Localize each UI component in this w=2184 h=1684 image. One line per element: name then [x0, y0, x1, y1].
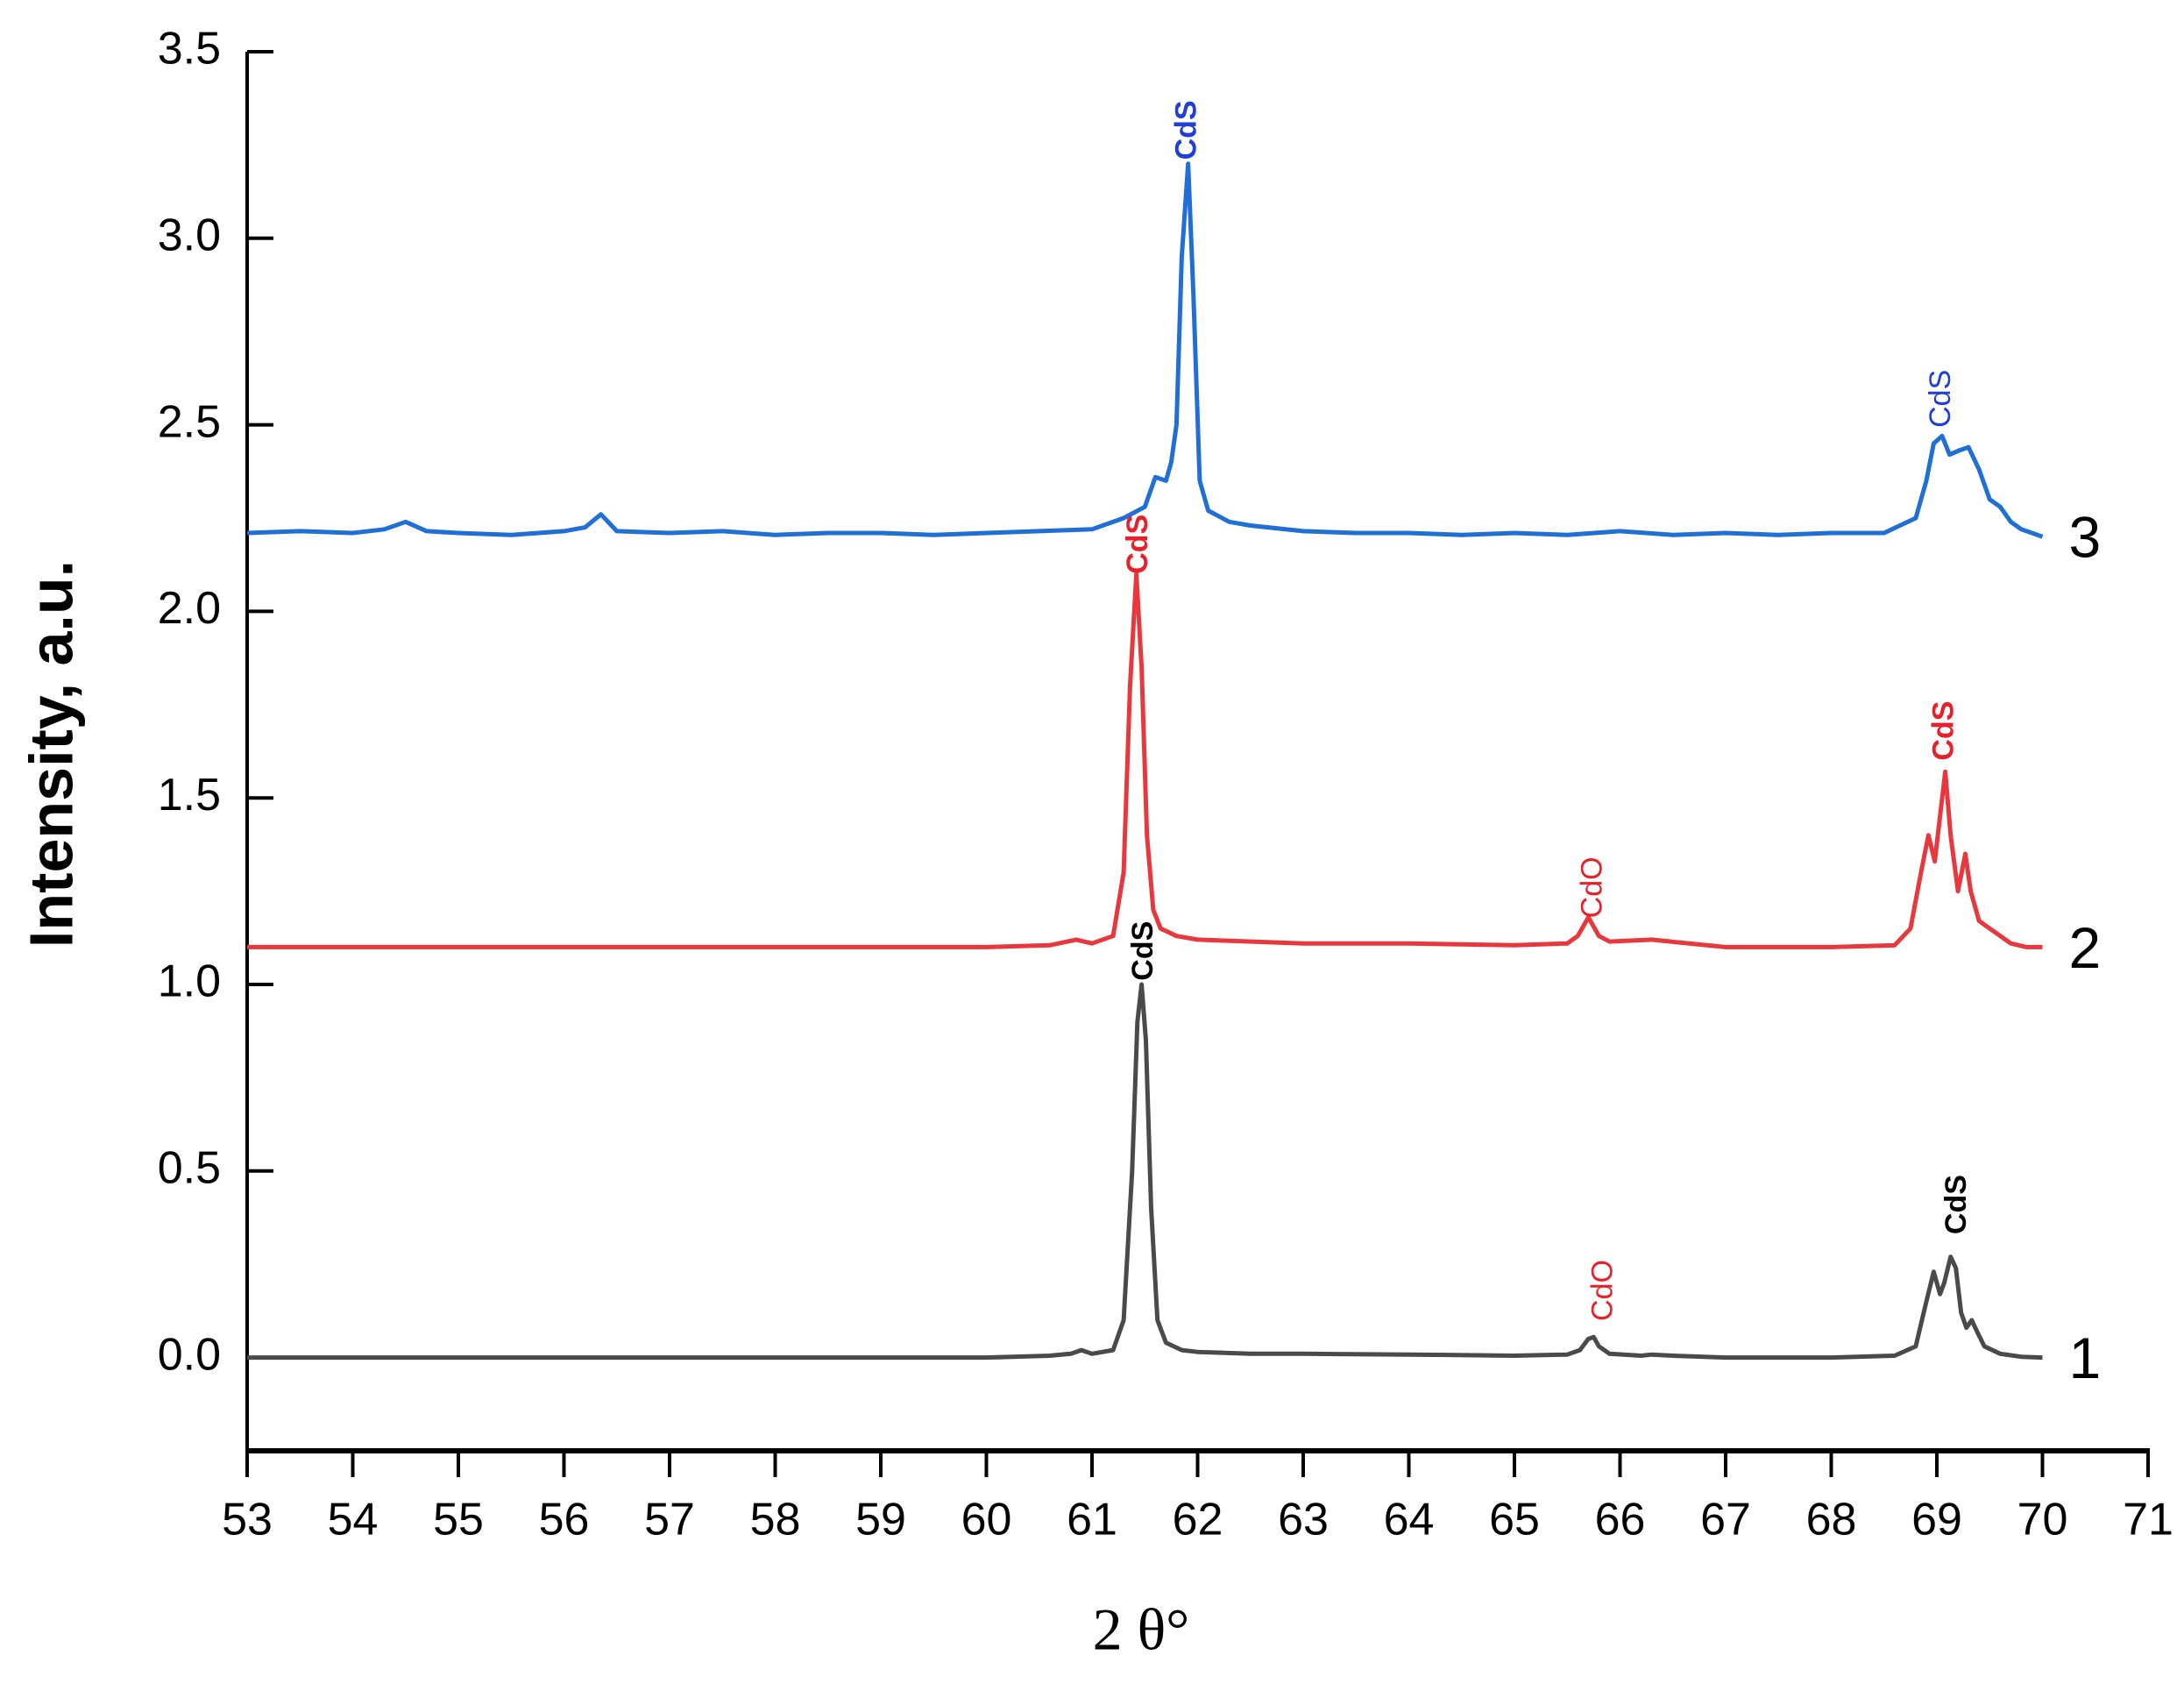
x-tick-label: 68 — [1806, 1495, 1857, 1545]
x-tick-label: 55 — [433, 1495, 484, 1545]
y-tick-label: 3.5 — [158, 24, 221, 75]
x-tick-label: 69 — [1911, 1495, 1962, 1545]
x-tick-label: 54 — [328, 1495, 379, 1545]
x-tick-label: 58 — [750, 1495, 801, 1545]
x-tick-label: 67 — [1700, 1495, 1751, 1545]
y-tick-label: 0.0 — [158, 1329, 221, 1380]
x-tick-label: 61 — [1067, 1495, 1117, 1545]
series-label: 1 — [2069, 1325, 2102, 1390]
y-tick-label: 3.0 — [158, 210, 221, 261]
x-tick-label: 70 — [2017, 1495, 2068, 1545]
series-line — [247, 572, 2043, 949]
y-axis-title: Intensity, a.u. — [17, 560, 85, 948]
series-label: 2 — [2069, 915, 2102, 980]
x-axis-title: 2 θ° — [1093, 1596, 1190, 1663]
x-tick-label: 59 — [855, 1495, 906, 1545]
series-label: 3 — [2069, 505, 2102, 570]
x-tick-label: 62 — [1173, 1495, 1223, 1545]
x-tick-label: 71 — [2123, 1495, 2173, 1545]
x-tick-label: 53 — [222, 1495, 273, 1545]
x-tick-label: 64 — [1384, 1495, 1435, 1545]
series-line — [247, 982, 2043, 1361]
annotation: CdS — [1126, 921, 1159, 981]
y-tick-label: 1.0 — [158, 956, 221, 1007]
y-tick-label: 2.0 — [158, 583, 221, 634]
x-tick-label: 60 — [961, 1495, 1012, 1545]
annotation: CdS — [1170, 100, 1203, 160]
x-tick-label: 65 — [1489, 1495, 1540, 1545]
annotation: CdO — [1585, 1260, 1619, 1321]
annotation: CdS — [1939, 1175, 1973, 1234]
y-tick-label: 0.5 — [158, 1143, 221, 1194]
annotation: CdO — [1575, 856, 1608, 918]
x-tick-label: 66 — [1595, 1495, 1646, 1545]
y-tick-label: 2.5 — [158, 396, 221, 447]
annotation: CdS — [1924, 370, 1957, 428]
x-tick-label: 57 — [644, 1495, 695, 1545]
x-tick-label: 56 — [539, 1495, 590, 1545]
annotation: CdS — [1121, 515, 1154, 574]
x-tick-label: 63 — [1278, 1495, 1329, 1545]
y-tick-label: 1.5 — [158, 770, 221, 821]
annotation: CdS — [1927, 701, 1961, 761]
series-line — [246, 161, 2044, 539]
